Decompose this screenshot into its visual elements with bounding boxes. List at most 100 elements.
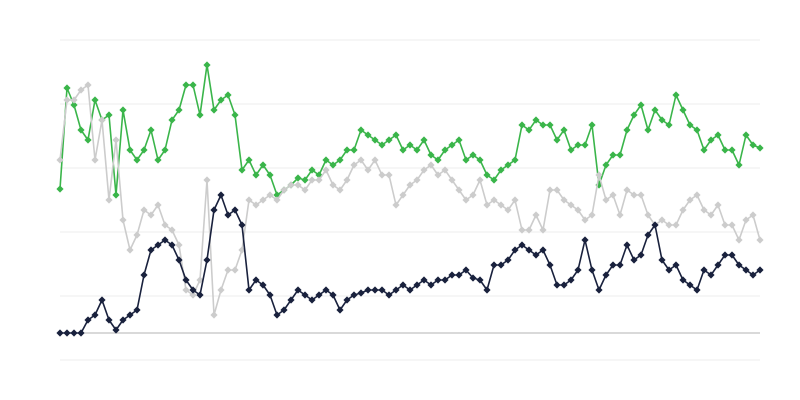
data-point-2-55[interactable] — [441, 276, 449, 284]
data-point-1-63[interactable] — [497, 201, 505, 209]
data-point-0-9[interactable] — [119, 106, 127, 114]
data-point-2-6[interactable] — [98, 296, 106, 304]
data-point-0-55[interactable] — [441, 146, 449, 154]
data-point-1-76[interactable] — [588, 211, 596, 219]
data-point-0-44[interactable] — [364, 131, 372, 139]
data-point-2-76[interactable] — [588, 266, 596, 274]
data-point-0-13[interactable] — [147, 126, 155, 134]
data-point-2-49[interactable] — [399, 281, 407, 289]
data-point-1-50[interactable] — [406, 181, 414, 189]
data-point-2-64[interactable] — [504, 256, 512, 264]
data-point-1-15[interactable] — [161, 221, 169, 229]
data-point-1-31[interactable] — [273, 196, 281, 204]
data-point-1-30[interactable] — [266, 191, 274, 199]
data-point-1-41[interactable] — [343, 176, 351, 184]
data-point-1-43[interactable] — [357, 156, 365, 164]
data-point-2-5[interactable] — [91, 311, 99, 319]
data-point-1-67[interactable] — [525, 226, 533, 234]
data-point-1-100[interactable] — [756, 236, 764, 244]
data-point-2-36[interactable] — [308, 296, 316, 304]
data-point-1-78[interactable] — [602, 196, 610, 204]
data-point-0-24[interactable] — [224, 91, 232, 99]
data-point-2-29[interactable] — [259, 281, 267, 289]
data-point-2-16[interactable] — [168, 241, 176, 249]
data-point-2-96[interactable] — [728, 251, 736, 259]
data-point-0-11[interactable] — [133, 156, 141, 164]
data-point-1-60[interactable] — [476, 176, 484, 184]
data-point-2-42[interactable] — [350, 291, 358, 299]
data-point-0-43[interactable] — [357, 126, 365, 134]
data-point-2-35[interactable] — [301, 291, 309, 299]
data-point-2-62[interactable] — [490, 261, 498, 269]
data-point-0-61[interactable] — [483, 171, 491, 179]
data-point-1-16[interactable] — [168, 226, 176, 234]
data-point-2-17[interactable] — [175, 256, 183, 264]
data-point-2-53[interactable] — [427, 281, 435, 289]
data-point-1-79[interactable] — [609, 191, 617, 199]
data-point-2-95[interactable] — [721, 251, 729, 259]
data-point-1-62[interactable] — [490, 196, 498, 204]
data-point-0-22[interactable] — [210, 106, 218, 114]
data-point-2-24[interactable] — [224, 211, 232, 219]
data-point-2-22[interactable] — [210, 206, 218, 214]
data-point-1-91[interactable] — [693, 191, 701, 199]
data-point-2-43[interactable] — [357, 289, 365, 297]
data-point-2-34[interactable] — [294, 286, 302, 294]
data-point-2-65[interactable] — [511, 246, 519, 254]
data-point-1-5[interactable] — [91, 156, 99, 164]
data-point-2-47[interactable] — [385, 291, 393, 299]
data-point-2-82[interactable] — [630, 256, 638, 264]
data-point-0-89[interactable] — [679, 106, 687, 114]
data-point-0-80[interactable] — [616, 151, 624, 159]
data-point-1-0[interactable] — [56, 156, 64, 164]
data-point-1-11[interactable] — [133, 231, 141, 239]
data-point-0-74[interactable] — [574, 141, 582, 149]
data-point-2-27[interactable] — [245, 286, 253, 294]
data-point-1-52[interactable] — [420, 166, 428, 174]
data-point-0-53[interactable] — [427, 151, 435, 159]
data-point-1-90[interactable] — [686, 196, 694, 204]
data-point-2-81[interactable] — [623, 241, 631, 249]
data-point-0-1[interactable] — [63, 84, 71, 92]
data-point-1-69[interactable] — [539, 226, 547, 234]
data-point-0-52[interactable] — [420, 136, 428, 144]
data-point-2-13[interactable] — [147, 246, 155, 254]
data-point-0-16[interactable] — [168, 116, 176, 124]
data-point-1-8[interactable] — [112, 136, 120, 144]
data-point-1-59[interactable] — [469, 191, 477, 199]
data-point-0-70[interactable] — [546, 121, 554, 129]
data-point-1-70[interactable] — [546, 186, 554, 194]
data-point-0-58[interactable] — [462, 156, 470, 164]
data-point-1-68[interactable] — [532, 211, 540, 219]
data-point-0-66[interactable] — [518, 121, 526, 129]
data-point-2-0[interactable] — [56, 329, 64, 337]
data-point-0-75[interactable] — [581, 141, 589, 149]
data-point-1-77[interactable] — [595, 171, 603, 179]
data-point-1-42[interactable] — [350, 161, 358, 169]
data-point-0-45[interactable] — [371, 136, 379, 144]
data-point-2-12[interactable] — [140, 271, 148, 279]
data-point-2-79[interactable] — [609, 261, 617, 269]
data-point-1-96[interactable] — [728, 221, 736, 229]
data-point-1-9[interactable] — [119, 216, 127, 224]
data-point-0-56[interactable] — [448, 141, 456, 149]
data-point-1-17[interactable] — [175, 241, 183, 249]
data-point-0-15[interactable] — [161, 146, 169, 154]
data-point-1-27[interactable] — [245, 196, 253, 204]
data-point-0-59[interactable] — [469, 151, 477, 159]
data-point-1-20[interactable] — [196, 276, 204, 284]
data-point-1-32[interactable] — [280, 186, 288, 194]
data-point-2-11[interactable] — [133, 306, 141, 314]
data-point-2-45[interactable] — [371, 286, 379, 294]
data-point-2-50[interactable] — [406, 286, 414, 294]
data-point-0-38[interactable] — [322, 156, 330, 164]
data-point-2-37[interactable] — [315, 291, 323, 299]
data-point-2-52[interactable] — [420, 276, 428, 284]
data-point-0-81[interactable] — [623, 126, 631, 134]
data-point-0-84[interactable] — [644, 126, 652, 134]
data-point-1-99[interactable] — [749, 211, 757, 219]
data-point-1-40[interactable] — [336, 186, 344, 194]
data-point-0-68[interactable] — [532, 116, 540, 124]
data-point-0-86[interactable] — [658, 116, 666, 124]
data-point-0-64[interactable] — [504, 161, 512, 169]
